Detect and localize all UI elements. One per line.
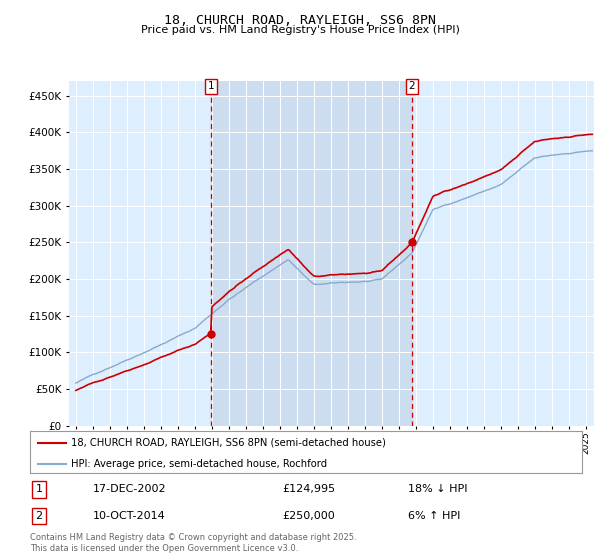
Text: 2: 2 [409,81,415,91]
Text: 2: 2 [35,511,43,521]
Text: HPI: Average price, semi-detached house, Rochford: HPI: Average price, semi-detached house,… [71,459,328,469]
Text: 1: 1 [35,484,43,494]
Text: Contains HM Land Registry data © Crown copyright and database right 2025.
This d: Contains HM Land Registry data © Crown c… [30,533,356,553]
Text: 18, CHURCH ROAD, RAYLEIGH, SS6 8PN: 18, CHURCH ROAD, RAYLEIGH, SS6 8PN [164,14,436,27]
Text: 17-DEC-2002: 17-DEC-2002 [93,484,167,494]
Text: 10-OCT-2014: 10-OCT-2014 [93,511,166,521]
Text: £124,995: £124,995 [282,484,335,494]
Bar [211,81,412,426]
Text: 18% ↓ HPI: 18% ↓ HPI [408,484,467,494]
Text: 18, CHURCH ROAD, RAYLEIGH, SS6 8PN (semi-detached house): 18, CHURCH ROAD, RAYLEIGH, SS6 8PN (semi… [71,438,386,448]
Text: 6% ↑ HPI: 6% ↑ HPI [408,511,460,521]
Text: Price paid vs. HM Land Registry's House Price Index (HPI): Price paid vs. HM Land Registry's House … [140,25,460,35]
Text: £250,000: £250,000 [282,511,335,521]
Text: 1: 1 [208,81,214,91]
